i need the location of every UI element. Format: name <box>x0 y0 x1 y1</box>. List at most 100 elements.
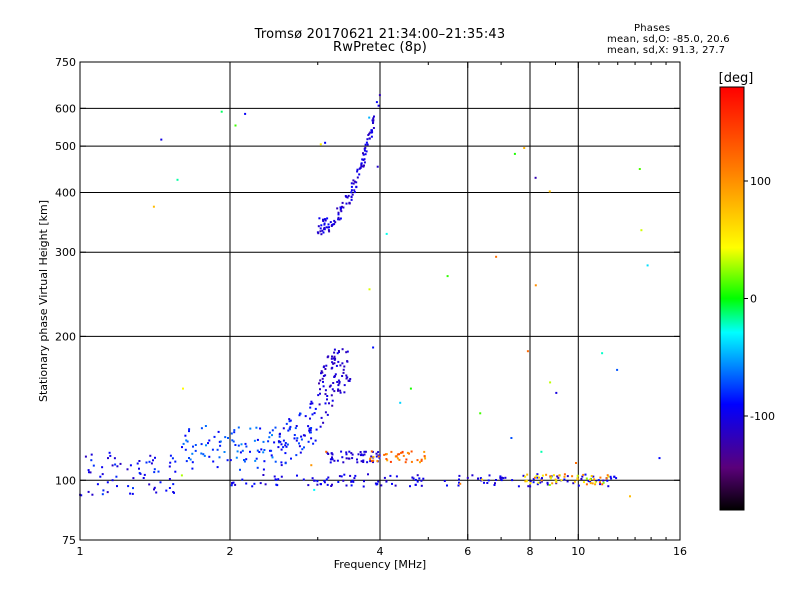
echo-point <box>106 491 109 494</box>
echo-point <box>262 440 265 443</box>
echo-point <box>554 478 557 481</box>
echo-point <box>115 475 118 478</box>
echo-point <box>204 425 207 427</box>
echo-point <box>477 477 479 480</box>
echo-point <box>262 474 265 476</box>
echo-point <box>298 445 301 448</box>
echo-point <box>584 473 587 476</box>
echo-point <box>402 454 405 457</box>
echo-point <box>375 101 378 104</box>
echo-point <box>332 223 334 226</box>
echo-point <box>200 427 203 430</box>
echo-point <box>420 459 423 462</box>
echo-point <box>640 229 643 232</box>
echo-point <box>372 121 375 124</box>
echo-point <box>302 478 305 481</box>
echo-point <box>513 152 516 155</box>
echo-point <box>207 442 209 445</box>
echo-point <box>270 449 273 452</box>
echo-point <box>284 452 287 455</box>
echo-point <box>259 427 262 430</box>
echo-point <box>350 480 353 483</box>
echo-point <box>337 211 340 214</box>
echo-point <box>332 357 335 360</box>
echo-point <box>336 352 339 355</box>
echo-point <box>532 478 535 481</box>
echo-point <box>243 459 245 461</box>
echo-point <box>385 458 388 460</box>
echo-point <box>296 474 298 477</box>
echo-point <box>313 488 316 491</box>
echo-point <box>324 389 327 392</box>
echo-point <box>231 439 234 442</box>
x-tick-label: 16 <box>673 545 687 558</box>
echo-point <box>369 131 372 134</box>
echo-point <box>331 456 333 459</box>
echo-point <box>341 348 344 351</box>
echo-point <box>566 475 569 478</box>
echo-point <box>443 480 446 482</box>
echo-point <box>299 451 302 454</box>
echo-point <box>363 453 366 456</box>
echo-point <box>326 395 329 397</box>
echo-point <box>153 486 156 489</box>
echo-point <box>368 288 371 291</box>
echo-point <box>369 460 372 463</box>
echo-point <box>336 459 339 462</box>
echo-point <box>502 477 505 480</box>
echo-point <box>219 444 222 447</box>
echo-point <box>324 368 327 370</box>
echo-point <box>324 402 327 405</box>
echo-point <box>362 454 365 457</box>
echo-point <box>346 196 349 199</box>
echo-point <box>350 189 353 192</box>
echo-point <box>357 453 360 456</box>
echo-point <box>372 117 375 120</box>
echo-point <box>329 221 332 224</box>
echo-point <box>239 451 242 454</box>
echo-point <box>368 132 371 135</box>
echo-point <box>168 487 171 489</box>
echo-point <box>354 474 357 477</box>
echo-point <box>582 473 585 476</box>
echo-point <box>325 364 328 367</box>
echo-point <box>500 476 503 479</box>
echo-point <box>615 477 618 480</box>
echo-point <box>577 484 580 487</box>
echo-point <box>337 388 340 391</box>
echo-point <box>555 391 558 394</box>
echo-point <box>339 208 342 211</box>
echo-point <box>458 474 461 477</box>
echo-point <box>202 453 205 456</box>
echo-point <box>355 185 358 188</box>
echo-point <box>333 223 336 226</box>
echo-point <box>234 483 237 486</box>
echo-point <box>581 475 584 478</box>
echo-point <box>169 461 172 464</box>
echo-point <box>320 224 323 227</box>
echo-point <box>338 380 341 383</box>
echo-point <box>138 467 140 470</box>
echo-point <box>329 384 332 387</box>
echo-point <box>186 440 189 443</box>
echo-point <box>322 218 325 221</box>
echo-point <box>335 364 338 367</box>
echo-point <box>312 442 315 445</box>
echo-point <box>216 448 219 451</box>
echo-point <box>254 459 257 462</box>
echo-point <box>152 205 155 208</box>
echo-point <box>529 480 532 483</box>
echo-point <box>523 147 526 149</box>
echo-point <box>217 430 220 433</box>
echo-point <box>159 481 162 484</box>
echo-point <box>184 448 187 451</box>
echo-point <box>326 413 329 416</box>
echo-point <box>224 436 227 439</box>
chart-title: Tromsø 20170621 21:34:00–21:35:43 <box>254 27 506 42</box>
echo-point <box>541 474 544 477</box>
echo-point <box>340 475 343 478</box>
echo-point <box>319 230 322 233</box>
echo-point <box>370 460 373 463</box>
echo-point <box>396 457 399 460</box>
